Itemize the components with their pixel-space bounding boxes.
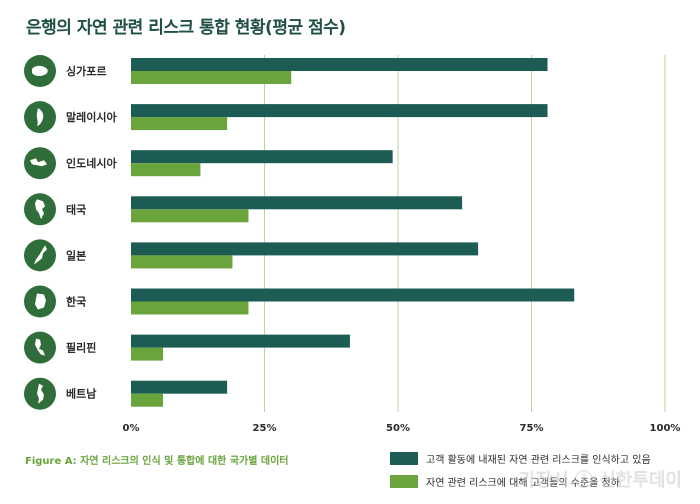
category-label: 태국: [66, 202, 86, 216]
category-label: 한국: [66, 295, 86, 309]
legend-swatch-series-1: [390, 451, 418, 465]
bar-awareness: [131, 334, 350, 348]
vietnam-map-silhouette-icon: [37, 383, 44, 404]
category-label: 베트남: [66, 387, 96, 401]
bar-awareness: [131, 380, 228, 394]
x-tick-label: 50%: [386, 423, 410, 434]
legend-label-series-2: 자연 관련 리스크에 대해 고객들의 수준을 정하: [426, 477, 620, 489]
bar-awareness: [131, 242, 479, 256]
malaysia-map-silhouette-icon: [36, 108, 44, 127]
legend-item-series-1: 고객 활동에 내재된 자연 관련 리스크를 인식하고 있음: [390, 451, 651, 466]
bar-assessment: [131, 255, 233, 269]
bar-awareness: [131, 196, 463, 210]
x-tick-label: 100%: [650, 423, 681, 434]
bar-awareness: [131, 104, 548, 118]
legend-label-series-1: 고객 활동에 내재된 자연 관련 리스크를 인식하고 있음: [426, 454, 651, 466]
figure-caption: Figure A: 자연 리스크의 인식 및 통합에 대한 국가별 데이터: [25, 456, 289, 467]
bar-assessment: [131, 163, 201, 177]
bar-assessment: [131, 209, 249, 223]
category-label: 인도네시아: [66, 156, 117, 170]
category-label: 말레이시아: [66, 110, 117, 124]
bar-assessment: [131, 71, 292, 84]
bar-assessment: [131, 393, 164, 407]
watermark: 가장시 ⓘ 신한투데이: [518, 470, 682, 491]
bar-assessment: [131, 117, 228, 131]
singapore-map-silhouette-icon: [32, 65, 48, 77]
x-tick-label: 75%: [520, 423, 544, 434]
bar-awareness: [131, 150, 393, 164]
legend-item-series-2: 자연 관련 리스크에 대해 고객들의 수준을 정하: [390, 474, 620, 489]
japan-map-silhouette-icon: [34, 245, 47, 265]
philippines-map-icon: [24, 331, 56, 364]
category-label: 싱가포르: [66, 64, 106, 78]
chart-title: 은행의 자연 관련 리스크 통합 현황(평균 점수): [26, 18, 346, 38]
philippines-map-silhouette-icon: [35, 338, 45, 356]
korea-map-silhouette-icon: [35, 293, 46, 310]
x-tick-label: 25%: [253, 423, 277, 434]
indonesia-map-silhouette-icon: [30, 158, 47, 167]
legend-swatch-series-2: [390, 474, 418, 488]
bar-assessment: [131, 301, 249, 315]
category-label: 일본: [66, 248, 86, 262]
x-tick-label: 0%: [123, 423, 140, 434]
category-label: 필리핀: [66, 341, 96, 355]
bar-awareness: [131, 58, 548, 71]
bar-assessment: [131, 347, 164, 361]
bar-awareness: [131, 288, 575, 302]
thailand-map-silhouette-icon: [35, 199, 45, 220]
